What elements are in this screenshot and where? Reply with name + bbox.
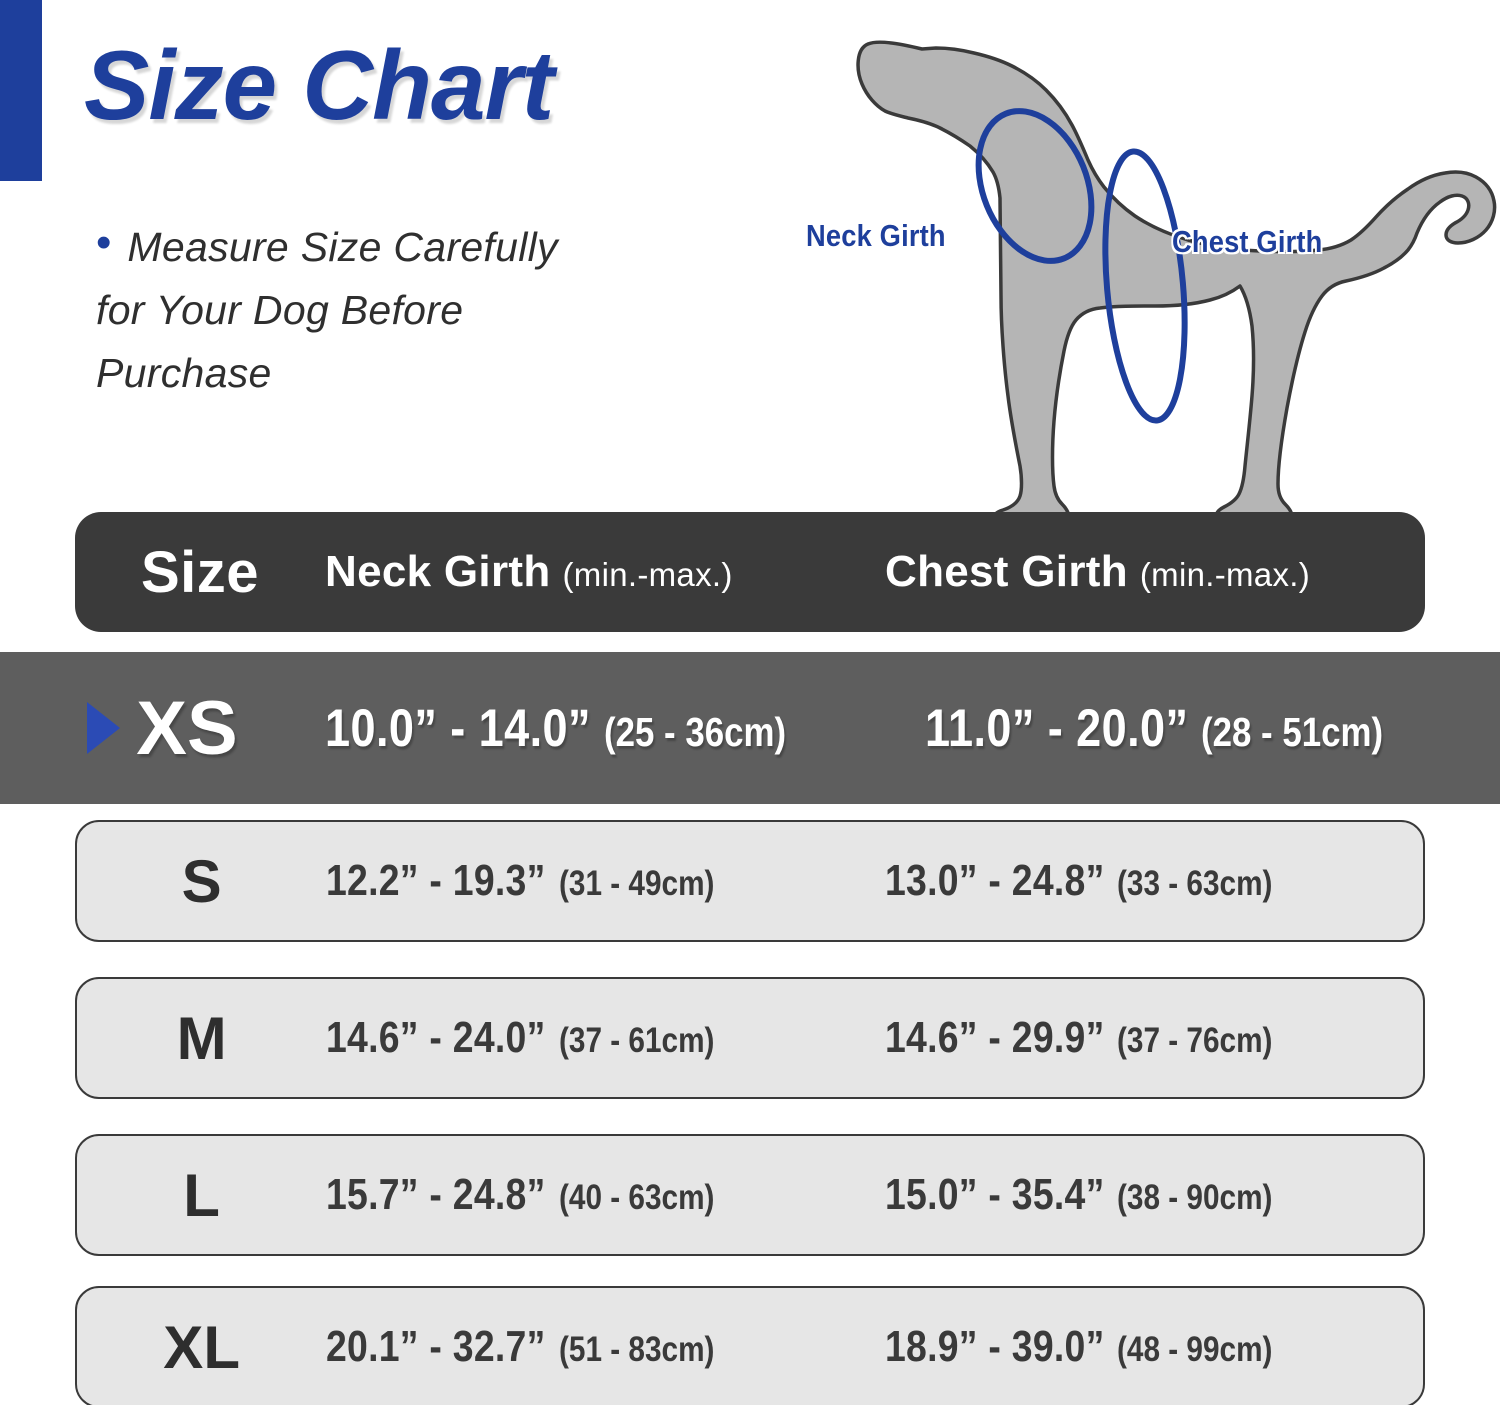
table-row-m[interactable]: M 14.6” - 24.0” (37 - 61cm) 14.6” - 29.9… xyxy=(75,977,1425,1099)
note-text-line-1: Measure Size Carefully xyxy=(127,224,558,270)
row-m-chest-inch: 14.6” - 29.9” xyxy=(884,1013,1105,1062)
table-row-xl[interactable]: XL 20.1” - 32.7” (51 - 83cm) 18.9” - 39.… xyxy=(75,1286,1425,1405)
row-xs-chest-inch: 11.0” - 20.0” xyxy=(925,698,1189,758)
row-l-chest-inch: 15.0” - 35.4” xyxy=(884,1170,1105,1219)
row-m-neck-cm: (37 - 61cm) xyxy=(558,1021,714,1060)
dog-silhouette-path xyxy=(856,40,1497,527)
chest-girth-label: Chest Girth xyxy=(1172,224,1323,259)
row-s-neck-inch: 12.2” - 19.3” xyxy=(326,856,546,905)
row-xl-neck-cell: 20.1” - 32.7” (51 - 83cm) xyxy=(326,1322,884,1372)
row-s-size-label: S xyxy=(181,847,222,915)
row-xl-size-label: XL xyxy=(163,1313,240,1381)
row-m-chest-cell: 14.6” - 29.9” (37 - 76cm) xyxy=(885,1013,1423,1063)
row-l-size-label: L xyxy=(183,1161,220,1229)
table-row-s[interactable]: S 12.2” - 19.3” (31 - 49cm) 13.0” - 24.8… xyxy=(75,820,1425,942)
row-l-chest-cell: 15.0” - 35.4” (38 - 90cm) xyxy=(885,1170,1423,1220)
header-chest-girth: Chest Girth (min.-max.) xyxy=(885,547,1425,597)
accent-bar xyxy=(0,0,42,181)
note-text-line-3: Purchase xyxy=(96,350,272,396)
note-line-1: • Measure Size Carefully xyxy=(96,216,756,279)
dog-illustration xyxy=(790,0,1500,556)
row-xs-chest-cell: 11.0” - 20.0” (28 - 51cm) xyxy=(925,698,1485,759)
row-xs-neck-cell: 10.0” - 14.0” (25 - 36cm) xyxy=(325,698,925,759)
row-xs-neck-inch: 10.0” - 14.0” xyxy=(325,698,591,758)
row-l-chest-cm: (38 - 90cm) xyxy=(1116,1178,1273,1217)
header-size: Size xyxy=(140,539,260,605)
row-xl-neck-inch: 20.1” - 32.7” xyxy=(326,1322,546,1371)
row-xs-chest-cm: (28 - 51cm) xyxy=(1200,708,1384,755)
row-m-chest-cm: (37 - 76cm) xyxy=(1116,1021,1273,1060)
header-chest-sub: (min.-max.) xyxy=(1139,556,1310,593)
row-s-neck-cm: (31 - 49cm) xyxy=(558,864,714,903)
row-xs-neck-cm: (25 - 36cm) xyxy=(603,708,786,755)
measure-note: • Measure Size Carefully for Your Dog Be… xyxy=(96,216,756,405)
note-text-line-2: for Your Dog Before xyxy=(96,287,464,333)
row-m-size-label: M xyxy=(176,1004,227,1072)
chest-girth-loop xyxy=(1102,148,1188,424)
header-neck-sub: (min.-max.) xyxy=(562,556,733,593)
row-s-neck-cell: 12.2” - 19.3” (31 - 49cm) xyxy=(326,856,884,906)
row-xs-size-cell: XS xyxy=(0,685,325,772)
row-s-chest-cell: 13.0” - 24.8” (33 - 63cm) xyxy=(885,856,1423,906)
row-l-neck-cm: (40 - 63cm) xyxy=(558,1178,714,1217)
row-l-neck-inch: 15.7” - 24.8” xyxy=(326,1170,546,1219)
page-title: Size Chart xyxy=(84,30,554,140)
row-m-neck-cell: 14.6” - 24.0” (37 - 61cm) xyxy=(326,1013,884,1063)
neck-girth-label: Neck Girth xyxy=(806,218,946,253)
row-m-neck-inch: 14.6” - 24.0” xyxy=(326,1013,546,1062)
header-chest-main: Chest Girth xyxy=(885,547,1128,596)
row-xl-chest-inch: 18.9” - 39.0” xyxy=(884,1322,1105,1371)
row-xl-neck-cm: (51 - 83cm) xyxy=(558,1330,714,1369)
row-s-chest-inch: 13.0” - 24.8” xyxy=(884,856,1105,905)
bullet-icon: • xyxy=(96,218,112,267)
header-neck-main: Neck Girth xyxy=(325,547,551,596)
table-row-xs[interactable]: XS 10.0” - 14.0” (25 - 36cm) 11.0” - 20.… xyxy=(0,652,1500,804)
table-row-l[interactable]: L 15.7” - 24.8” (40 - 63cm) 15.0” - 35.4… xyxy=(75,1134,1425,1256)
neck-girth-loop xyxy=(975,108,1095,264)
header-neck-girth: Neck Girth (min.-max.) xyxy=(325,547,885,597)
row-xs-size-label: XS xyxy=(136,685,238,771)
row-s-chest-cm: (33 - 63cm) xyxy=(1116,864,1273,903)
row-l-neck-cell: 15.7” - 24.8” (40 - 63cm) xyxy=(326,1170,884,1220)
row-xl-chest-cell: 18.9” - 39.0” (48 - 99cm) xyxy=(885,1322,1423,1372)
table-header-row: Size Neck Girth (min.-max.) Chest Girth … xyxy=(75,512,1425,632)
arrow-right-icon xyxy=(87,702,121,754)
row-xl-chest-cm: (48 - 99cm) xyxy=(1116,1330,1273,1369)
